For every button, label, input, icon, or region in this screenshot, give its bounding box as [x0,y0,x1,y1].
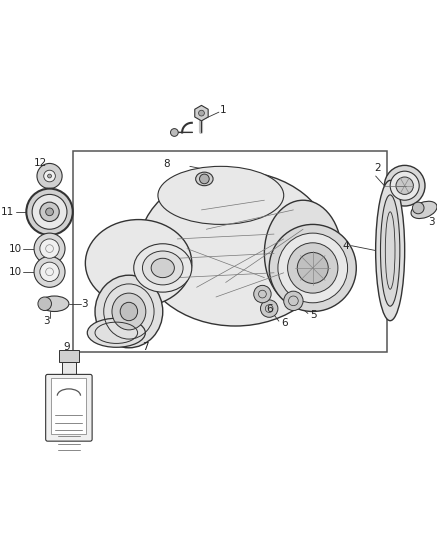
Text: 11: 11 [0,207,14,217]
Text: 10: 10 [8,244,21,254]
Circle shape [34,233,65,264]
Ellipse shape [288,243,338,293]
Ellipse shape [411,201,437,219]
Circle shape [284,291,303,311]
FancyBboxPatch shape [62,362,76,376]
Ellipse shape [120,302,138,321]
Text: 3: 3 [81,299,88,309]
Circle shape [254,285,271,303]
Ellipse shape [385,165,425,206]
Text: 10: 10 [8,267,21,277]
Text: 8: 8 [163,159,170,169]
Ellipse shape [112,293,146,330]
Ellipse shape [151,259,174,278]
Circle shape [40,202,59,222]
Text: 3: 3 [428,216,435,227]
Text: 5: 5 [310,310,317,320]
Ellipse shape [40,296,69,311]
Ellipse shape [381,195,400,306]
Ellipse shape [376,180,405,321]
Circle shape [46,208,53,216]
Text: 6: 6 [266,304,273,313]
FancyBboxPatch shape [46,374,92,441]
Circle shape [32,195,67,229]
Ellipse shape [87,318,145,348]
Ellipse shape [297,253,328,284]
Circle shape [40,262,59,281]
Text: 6: 6 [281,318,287,328]
Ellipse shape [269,224,356,311]
Ellipse shape [95,275,163,348]
Circle shape [170,128,178,136]
Ellipse shape [196,172,213,185]
Bar [73,151,387,352]
Ellipse shape [265,200,342,306]
Ellipse shape [85,220,192,306]
Circle shape [26,189,73,235]
Ellipse shape [138,171,332,326]
Circle shape [198,110,205,116]
Text: 12: 12 [33,158,46,168]
Ellipse shape [134,244,192,292]
Text: 3: 3 [43,316,50,326]
Circle shape [37,164,62,189]
Circle shape [413,202,424,214]
Text: 4: 4 [343,241,350,251]
Circle shape [40,239,59,259]
Ellipse shape [278,233,348,303]
Ellipse shape [396,177,413,195]
FancyBboxPatch shape [52,378,86,434]
Text: 9: 9 [64,342,70,352]
Circle shape [48,174,52,178]
Circle shape [34,256,65,287]
Ellipse shape [142,251,183,285]
Text: 2: 2 [374,163,381,173]
FancyBboxPatch shape [59,350,78,362]
Ellipse shape [390,171,419,200]
Circle shape [44,170,55,182]
Text: 1: 1 [220,105,226,115]
Ellipse shape [158,166,284,224]
Circle shape [200,174,209,184]
Circle shape [38,297,52,311]
Circle shape [261,300,278,317]
Text: 7: 7 [142,342,149,352]
